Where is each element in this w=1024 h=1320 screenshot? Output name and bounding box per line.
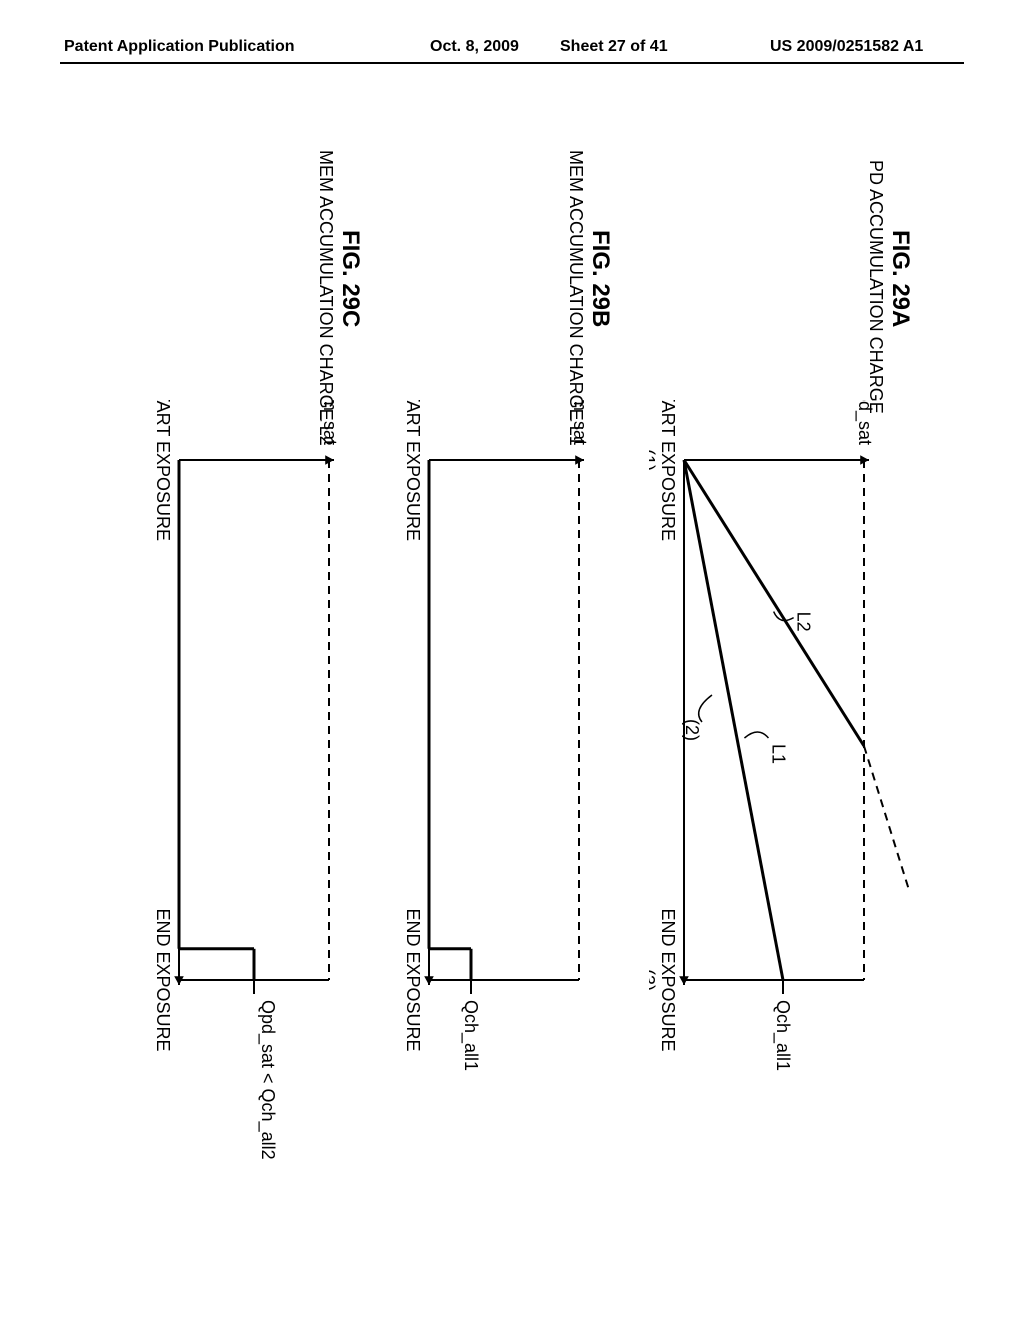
svg-text:START EXPOSURE: START EXPOSURE [658,400,678,541]
svg-text:(3): (3) [649,969,658,991]
fig-a-svg: Qpd_sat START EXPOSURE(1) END EXPOSURE(3) (… [649,400,909,1170]
rotated-canvas: FIG. 29A PD ACCUMULATION CHARGE Qpd_sat S… [100,150,924,1170]
svg-text:START EXPOSURE: START EXPOSURE [403,400,423,541]
svg-text:L1: L1 [768,744,788,764]
header-right: US 2009/0251582 A1 [770,38,923,56]
svg-text:Qmem_sat: Qmem_sat [569,400,590,445]
svg-text:Qmem_sat: Qmem_sat [319,400,340,445]
svg-text:END EXPOSURE: END EXPOSURE [658,908,678,1051]
header-center: Oct. 8, 2009 [430,38,519,56]
header-sheet: Sheet 27 of 41 [560,38,668,56]
page: Patent Application Publication Oct. 8, 2… [0,0,1024,1320]
fig-29c: FIG. 29C MEM ACCUMULATION CHARGE L2 Qmem… [104,150,364,1170]
fig-29b: FIG. 29B MEM ACCUMULATION CHARGE L1 Qmem… [364,150,614,1170]
svg-text:(1): (1) [649,449,658,471]
svg-text:Qpd_sat: Qpd_sat [854,400,875,445]
svg-text:Qch_all1: Qch_all1 [460,1000,481,1071]
figure-area-rotated: FIG. 29A PD ACCUMULATION CHARGE Qpd_satS… [2,248,1022,1072]
svg-text:END EXPOSURE: END EXPOSURE [153,908,173,1051]
fig-b-svg: Qmem_sat START EXPOSURE END EXPOSURE Qch_al… [364,400,594,1170]
svg-text:Qch_all1: Qch_all1 [772,1000,793,1071]
fig-c-svg: Qmem_sat START EXPOSURE END EXPOSURE Qpd_sa… [114,400,344,1170]
svg-text:(2): (2) [682,719,702,741]
svg-text:L2: L2 [794,612,814,632]
svg-text:Qpd_sat < Qch_all2: Qpd_sat < Qch_all2 [257,1000,278,1160]
fig-a-subtitle: PD ACCUMULATION CHARGE [865,160,886,414]
fig-a-title: FIG. 29A [886,230,914,327]
svg-text:END EXPOSURE: END EXPOSURE [403,908,423,1051]
fig-b-title: FIG. 29B [586,230,614,327]
header-left: Patent Application Publication [64,38,295,56]
fig-29a: FIG. 29A PD ACCUMULATION CHARGE Qpd_sat S… [614,150,914,1170]
fig-c-title: FIG. 29C [336,230,364,327]
header-rule [60,62,964,64]
svg-text:START EXPOSURE: START EXPOSURE [153,400,173,541]
